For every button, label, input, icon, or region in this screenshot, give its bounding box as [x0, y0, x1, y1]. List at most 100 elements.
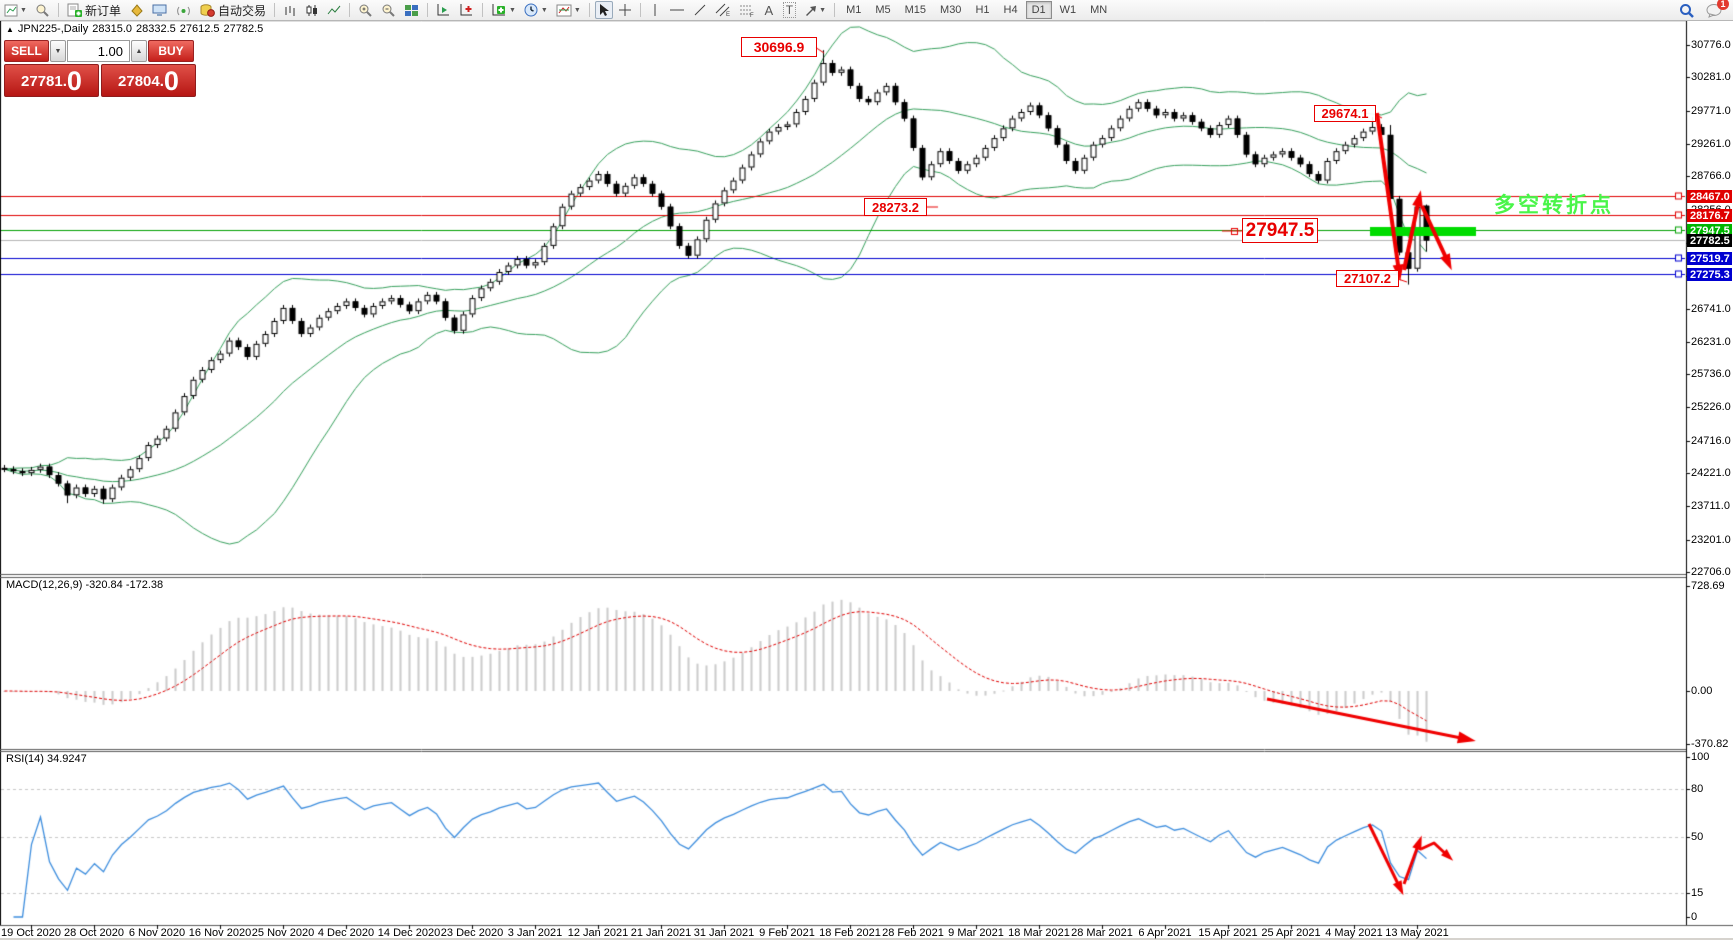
sell-price-main: 27781. [21, 73, 67, 90]
price-axis-tick: 29771.0 [1691, 105, 1731, 117]
new-order-button[interactable]: 新订单 [64, 1, 124, 19]
volume-increase-button[interactable]: ▲ [131, 40, 147, 62]
profiles-button[interactable] [32, 1, 53, 19]
timeframe-m5-button[interactable]: M5 [875, 4, 891, 16]
timeframe-d1-button[interactable]: D1 [1025, 1, 1052, 19]
fibonacci-tool-button[interactable]: F [736, 1, 758, 19]
zoom-in-icon [359, 4, 372, 17]
date-axis-label: 3 Jan 2021 [507, 927, 563, 939]
strategy-tester-button[interactable] [173, 1, 194, 19]
new-order-icon [67, 3, 82, 17]
signal-tower-icon [177, 6, 190, 16]
candle-chart-mode-button[interactable] [302, 1, 322, 19]
timeframe-m1-button[interactable]: M1 [846, 4, 862, 16]
current-price-tag: 27782.5 [1687, 234, 1732, 247]
price-annotation-label[interactable]: 30696.9 [741, 37, 817, 57]
new-chart-icon [4, 4, 18, 16]
text-tool-label: A [764, 2, 774, 18]
auto-scroll-button[interactable] [433, 1, 454, 19]
toolbar-separator [348, 3, 350, 17]
chart-shift-button[interactable] [456, 1, 477, 19]
price-annotation-label[interactable]: 27947.5 [1242, 218, 1318, 243]
timeframe-bar: M1 M5 M15 M30 H1 H4 D1 W1 MN [839, 1, 1114, 19]
tile-windows-button[interactable] [401, 1, 422, 19]
rsi-axis-tick: 0 [1691, 911, 1698, 923]
toolbar-separator [57, 3, 59, 17]
channel-tool-button[interactable]: E [712, 1, 734, 19]
auto-trading-label: 自动交易 [217, 3, 266, 18]
vertical-line-tool-button[interactable] [646, 1, 664, 19]
timeframe-m15-button[interactable]: M15 [904, 4, 927, 16]
chevron-down-icon: ▼ [819, 6, 827, 14]
bar-chart-icon [285, 5, 295, 16]
tile-windows-icon [404, 4, 418, 16]
line-chart-mode-button[interactable] [324, 1, 344, 19]
price-annotation-label[interactable]: 27107.2 [1336, 270, 1399, 287]
volume-decrease-button[interactable]: ▼ [50, 40, 66, 62]
price-axis-tick: 26741.0 [1691, 303, 1731, 315]
one-click-trading-panel: SELL ▼ ▲ BUY 27781. 0 27804. 0 [4, 40, 196, 97]
price-annotation-label[interactable]: 29674.1 [1314, 105, 1376, 122]
auto-scroll-icon [437, 4, 449, 16]
svg-text:E: E [726, 12, 730, 17]
buy-button[interactable]: BUY [148, 40, 194, 62]
symbol-info-bar: ▲ JPN225-,Daily 28315.0 28332.5 27612.5 … [6, 23, 263, 35]
timeframe-h4-button[interactable]: H4 [1003, 4, 1018, 16]
price-axis-tick: 29261.0 [1691, 138, 1731, 150]
notifications-button[interactable]: 1 [1703, 0, 1729, 19]
trendline-icon [694, 4, 706, 16]
level-price-tag: 28176.7 [1687, 209, 1732, 222]
horizontal-line-icon [669, 9, 684, 11]
sell-button[interactable]: SELL [4, 40, 49, 62]
search-button[interactable] [1676, 1, 1698, 19]
one-click-collapse-icon[interactable]: ▲ [6, 24, 14, 34]
text-tool-button[interactable]: A [760, 1, 778, 19]
terminal-button[interactable] [149, 1, 171, 19]
zoom-in-button[interactable] [355, 1, 376, 19]
timeframe-m30-button[interactable]: M30 [940, 4, 962, 16]
periods-button[interactable]: ▼ [521, 1, 551, 19]
trendline-tool-button[interactable] [690, 1, 710, 19]
price-annotation-label[interactable]: 28273.2 [864, 198, 927, 216]
turning-point-text-annotation[interactable]: 多空转折点 [1494, 194, 1614, 217]
indicators-button[interactable]: ▼ [488, 1, 519, 19]
indicators-icon [492, 4, 505, 16]
zoom-out-icon [382, 4, 395, 17]
crosshair-tool-button[interactable] [615, 1, 635, 19]
timeframe-h1-button[interactable]: H1 [975, 4, 990, 16]
date-axis-label: 9 Feb 2021 [759, 927, 815, 939]
price-axis-tick: 26231.0 [1691, 336, 1731, 348]
paint-bucket-icon [131, 4, 143, 17]
templates-icon [556, 4, 572, 16]
date-axis-label: 19 Oct 2020 [1, 927, 61, 939]
ohlc-low: 27612.5 [179, 23, 220, 35]
horizontal-line-tool-button[interactable] [666, 1, 688, 19]
new-order-label: 新订单 [84, 3, 121, 18]
auto-trading-button[interactable]: 自动交易 [196, 1, 269, 19]
timeframe-mn-button[interactable]: MN [1090, 4, 1108, 16]
bar-chart-mode-button[interactable] [280, 1, 300, 19]
ohlc-high: 28332.5 [136, 23, 176, 35]
price-axis-tick: 30776.0 [1691, 39, 1731, 51]
timeframe-w1-button[interactable]: W1 [1059, 4, 1077, 16]
date-axis-label: 6 Nov 2020 [128, 927, 186, 939]
arrows-tool-button[interactable]: ▼ [801, 1, 829, 19]
sell-price-display[interactable]: 27781. 0 [4, 64, 99, 97]
date-axis-label: 21 Jan 2021 [630, 927, 692, 939]
buy-price-display[interactable]: 27804. 0 [101, 64, 196, 97]
chart-color-button[interactable] [126, 1, 147, 19]
templates-button[interactable]: ▼ [553, 1, 584, 19]
zoom-out-button[interactable] [378, 1, 399, 19]
clock-icon [524, 3, 538, 17]
volume-input[interactable] [67, 40, 130, 62]
new-chart-button[interactable]: ▼ [1, 1, 30, 19]
text-label-tool-button[interactable]: T [780, 1, 799, 19]
cursor-tool-button[interactable] [594, 1, 613, 19]
vertical-line-icon [654, 4, 656, 16]
svg-text:F: F [750, 13, 754, 17]
level-price-tag: 28467.0 [1687, 190, 1732, 203]
date-axis-label: 4 Dec 2020 [317, 927, 375, 939]
buy-price-main: 27804. [118, 73, 164, 90]
